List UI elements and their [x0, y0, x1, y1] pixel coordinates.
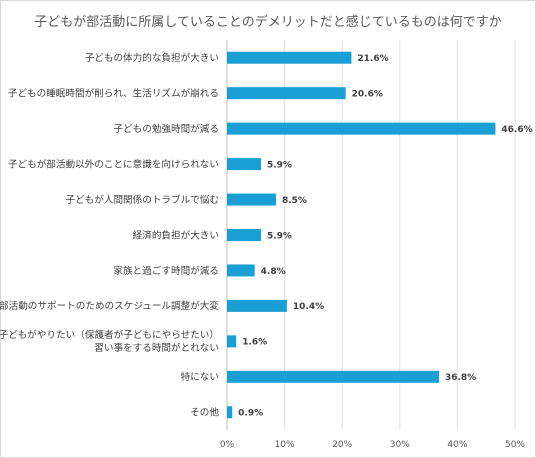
category-label-line: 経済的負担が大きい: [133, 229, 219, 241]
bar: [227, 370, 439, 383]
category-label-line: 家族と過ごす時間が減る: [113, 265, 219, 277]
category-label: 子どもの睡眠時間が削られ、生活リズムが崩れる: [8, 87, 219, 99]
x-tick-label: 20%: [332, 440, 352, 450]
category-label: 経済的負担が大きい: [133, 229, 219, 241]
bar: [227, 264, 255, 277]
category-label-line: 子どもの勉強時間が減る: [113, 123, 219, 135]
category-label: 家族と過ごす時間が減る: [113, 265, 219, 277]
bar: [227, 122, 496, 135]
bar: [227, 406, 233, 419]
category-label-line: 子どもの体力的な負担が大きい: [85, 52, 219, 64]
category-label-line: 子どもがやりたい（保護者が子どもにやらせたい）: [0, 329, 219, 341]
category-label-line: 子どもの睡眠時間が削られ、生活リズムが崩れる: [8, 87, 219, 99]
bar: [227, 87, 346, 100]
category-label-line: 子どもが人間関係のトラブルで悩む: [66, 194, 220, 206]
category-label: 子どもが人間関係のトラブルで悩む: [66, 194, 220, 206]
chart-title: 子どもが部活動に所属していることのデメリットだと感じているものは何ですか: [34, 15, 502, 30]
category-label-line: 習い事をする時間がとれない: [94, 342, 219, 354]
bar: [227, 229, 261, 241]
x-tick-label: 50%: [505, 440, 525, 450]
data-label: 0.9%: [238, 409, 263, 419]
category-label: 子どもの体力的な負担が大きい: [85, 52, 219, 64]
category-label-line: その他: [190, 407, 219, 419]
category-label-line: 特にない: [181, 371, 219, 383]
category-label: 子どもが部活動以外のことに意識を向けられない: [8, 158, 219, 170]
bar: [227, 158, 261, 171]
category-label-line: 部活動のサポートのためのスケジュール調整が大変: [0, 300, 219, 312]
bar: [227, 299, 287, 312]
category-label: 子どもの勉強時間が減る: [113, 123, 219, 135]
x-tick-label: 40%: [447, 440, 467, 450]
category-label: その他: [190, 407, 219, 419]
data-label: 20.6%: [352, 89, 383, 99]
bar: [227, 51, 352, 64]
x-tick-label: 30%: [390, 440, 410, 450]
x-tick-label: 0%: [220, 440, 235, 450]
data-label: 1.6%: [242, 338, 267, 348]
category-label: 子どもがやりたい（保護者が子どもにやらせたい）習い事をする時間がとれない: [0, 329, 219, 354]
data-label: 36.8%: [445, 373, 476, 383]
data-label: 5.9%: [267, 231, 292, 241]
bar: [227, 193, 276, 206]
x-tick-label: 10%: [275, 440, 295, 450]
data-label: 8.5%: [282, 196, 307, 206]
data-label: 21.6%: [357, 54, 388, 64]
data-label: 10.4%: [293, 302, 324, 312]
category-label: 特にない: [181, 371, 219, 383]
category-label: 部活動のサポートのためのスケジュール調整が大変: [0, 300, 219, 312]
category-label-line: 子どもが部活動以外のことに意識を向けられない: [8, 158, 219, 170]
bar: [227, 335, 237, 348]
data-label: 4.8%: [261, 267, 286, 277]
data-label: 46.6%: [501, 125, 532, 135]
data-label: 5.9%: [267, 160, 292, 170]
